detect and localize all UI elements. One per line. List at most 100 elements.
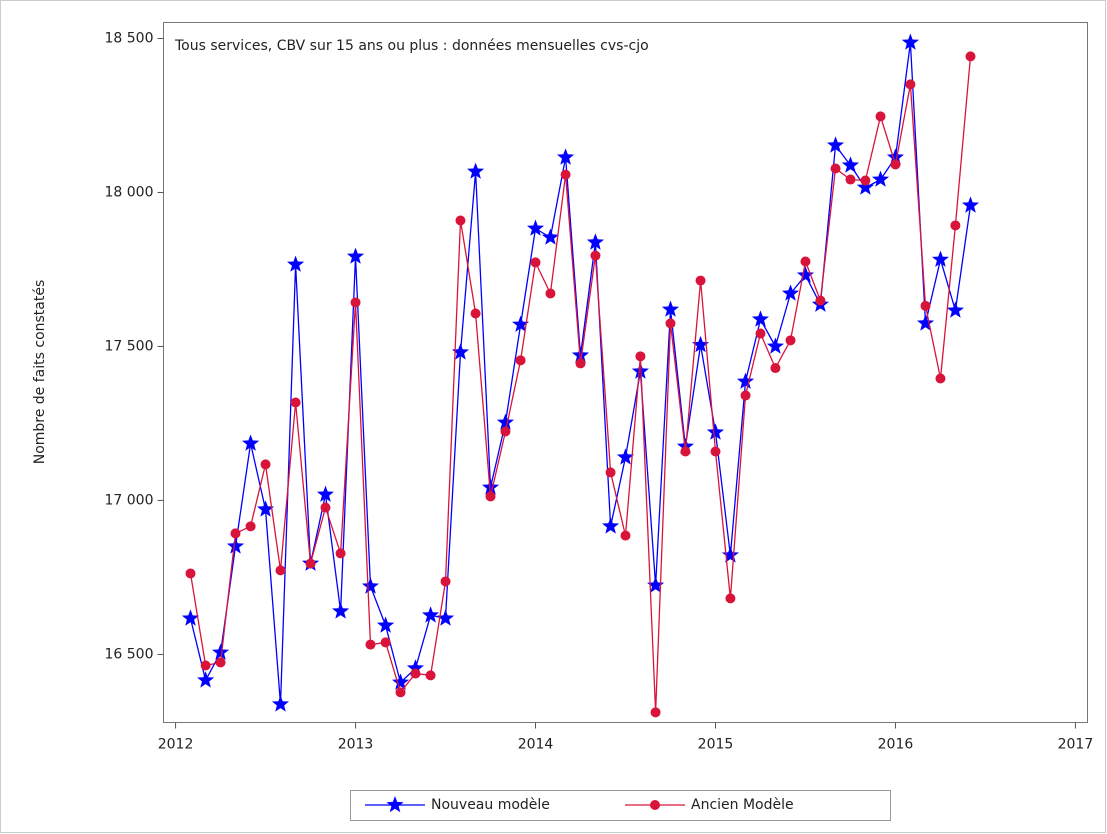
star-marker xyxy=(347,247,365,264)
star-marker xyxy=(751,310,769,327)
circle-marker xyxy=(905,79,916,90)
star-marker xyxy=(316,485,334,502)
circle-marker xyxy=(920,300,931,311)
x-tick-label: 2014 xyxy=(518,737,554,753)
y-tick-label: 17 500 xyxy=(105,338,154,354)
star-marker xyxy=(886,148,904,165)
circle-marker xyxy=(260,459,271,470)
circle-marker xyxy=(230,528,241,539)
star-marker xyxy=(242,434,260,451)
annotation: Tous services, CBV sur 15 ans ou plus : … xyxy=(174,38,649,54)
star-marker xyxy=(586,233,604,250)
star-marker xyxy=(962,196,980,213)
star-marker xyxy=(661,300,680,317)
circle-marker xyxy=(650,707,661,718)
legend-box xyxy=(350,790,891,821)
x-tick-label: 2017 xyxy=(1058,737,1094,753)
star-marker xyxy=(737,372,755,389)
circle-marker xyxy=(530,257,541,268)
circle-marker xyxy=(725,593,736,604)
circle-marker xyxy=(815,295,826,306)
circle-marker xyxy=(830,163,841,174)
y-tick-label: 18 500 xyxy=(105,31,154,47)
circle-marker xyxy=(440,576,451,587)
circle-marker xyxy=(590,250,601,261)
circle-marker xyxy=(410,668,421,679)
y-tick-label: 18 000 xyxy=(105,184,154,200)
series-line xyxy=(189,56,972,713)
circle-marker xyxy=(770,363,781,374)
circle-marker xyxy=(665,318,676,329)
circle-marker xyxy=(470,308,481,319)
star-marker xyxy=(647,576,665,593)
star-marker xyxy=(197,671,215,688)
star-marker xyxy=(827,136,845,153)
star-marker xyxy=(482,478,500,495)
circle-marker xyxy=(635,351,646,362)
star-marker xyxy=(271,695,289,712)
star-marker xyxy=(796,266,814,283)
star-marker xyxy=(901,33,919,50)
y-tick-label: 16 500 xyxy=(105,646,154,662)
circle-marker xyxy=(485,491,496,502)
star-marker xyxy=(571,346,590,363)
x-tick-label: 2012 xyxy=(158,737,194,753)
circle-marker xyxy=(740,390,751,401)
star-marker xyxy=(841,156,859,173)
star-marker xyxy=(406,659,424,676)
star-marker xyxy=(602,517,620,534)
legend-label: Ancien Modèle xyxy=(691,797,794,813)
star-marker xyxy=(467,162,485,179)
star-marker xyxy=(946,301,964,318)
circle-marker xyxy=(965,51,976,62)
star-marker xyxy=(616,448,635,465)
circle-marker xyxy=(350,297,361,308)
star-marker xyxy=(386,796,404,813)
x-tick-label: 2013 xyxy=(338,737,374,753)
star-marker xyxy=(527,219,545,236)
circle-marker xyxy=(845,174,856,185)
x-tick-label: 2016 xyxy=(878,737,914,753)
circle-marker xyxy=(305,558,316,569)
circle-marker xyxy=(515,355,526,366)
circle-marker xyxy=(800,256,811,267)
star-marker xyxy=(287,255,305,272)
circle-marker xyxy=(785,335,796,346)
circle-marker xyxy=(215,657,226,668)
star-marker xyxy=(332,602,350,619)
plot-frame xyxy=(163,22,1088,723)
star-marker xyxy=(541,228,559,245)
circle-marker xyxy=(200,660,211,671)
circle-marker xyxy=(620,530,631,541)
circle-marker xyxy=(935,373,946,384)
circle-marker xyxy=(680,446,691,457)
series-line xyxy=(189,42,972,705)
circle-marker xyxy=(545,288,556,299)
star-marker xyxy=(422,606,440,623)
circle-marker xyxy=(275,565,286,576)
y-tick-label: 17 000 xyxy=(105,492,154,508)
star-marker xyxy=(782,284,800,301)
x-tick-label: 2015 xyxy=(698,737,734,753)
circle-marker xyxy=(290,397,301,408)
circle-marker xyxy=(395,687,406,698)
star-marker xyxy=(557,148,575,165)
star-marker xyxy=(721,546,739,563)
circle-marker xyxy=(320,502,331,513)
star-marker xyxy=(212,643,230,660)
star-marker xyxy=(692,335,710,353)
circle-marker xyxy=(365,639,376,650)
star-marker xyxy=(451,343,469,360)
circle-marker xyxy=(380,637,391,648)
circle-marker xyxy=(245,521,256,532)
circle-marker xyxy=(755,328,766,339)
star-marker xyxy=(437,609,455,626)
star-marker xyxy=(496,413,514,430)
star-marker xyxy=(257,500,275,517)
star-marker xyxy=(856,178,874,195)
circle-marker xyxy=(695,275,706,286)
circle-marker xyxy=(950,220,961,231)
circle-marker xyxy=(455,215,466,226)
